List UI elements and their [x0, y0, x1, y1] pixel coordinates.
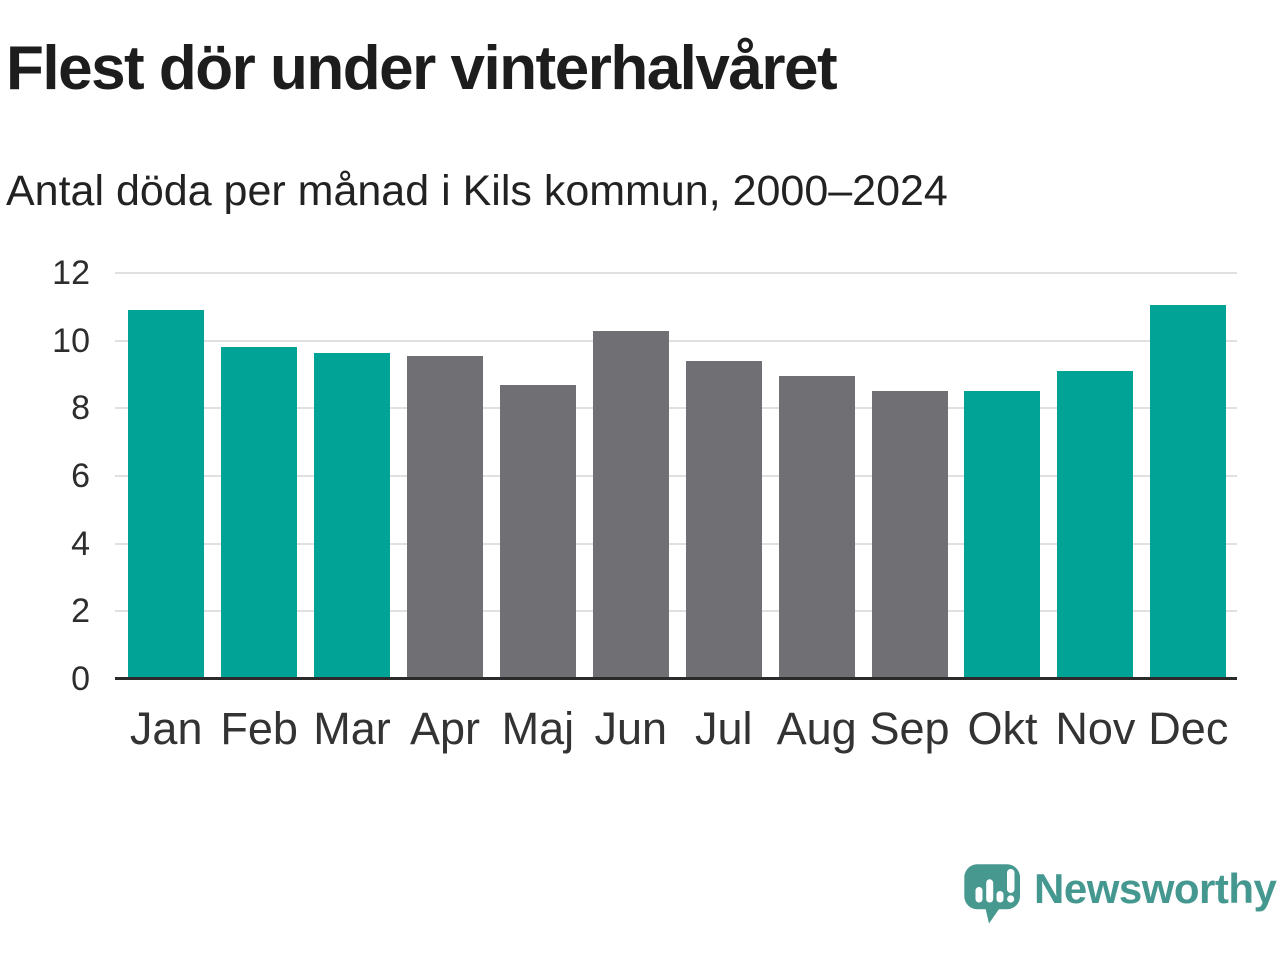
x-tick-label-jun: Jun — [594, 703, 668, 754]
bar-dec — [1150, 305, 1227, 679]
y-tick-label-8: 8 — [71, 389, 90, 428]
x-axis-baseline — [115, 677, 1237, 680]
bar-feb — [221, 347, 298, 679]
bar-mar — [314, 352, 391, 679]
y-tick-label-4: 4 — [71, 524, 90, 563]
chart-title: Flest dör under vinterhalvåret — [6, 34, 838, 103]
x-tick-label-jan: Jan — [129, 703, 203, 754]
bar-jan — [128, 310, 205, 679]
x-tick-label-nov: Nov — [1055, 703, 1136, 754]
bar-jun — [592, 330, 669, 679]
x-tick-label-dec: Dec — [1148, 703, 1229, 754]
newsworthy-logo-icon — [964, 864, 1020, 924]
bar-sep — [871, 391, 948, 679]
bar-apr — [406, 355, 483, 679]
bar-okt — [964, 391, 1041, 679]
gridline-y-2 — [115, 610, 1237, 613]
x-tick-label-okt: Okt — [967, 703, 1038, 754]
y-axis: 0 2 4 6 8 10 12 — [0, 256, 90, 696]
brand-name: Newsworthy — [1034, 865, 1277, 912]
bar-aug — [778, 376, 855, 679]
plot-area — [115, 272, 1237, 680]
x-tick-label-sep: Sep — [869, 703, 950, 754]
x-tick-label-aug: Aug — [776, 703, 857, 754]
y-tick-label-12: 12 — [52, 254, 90, 292]
y-tick-label-2: 2 — [71, 592, 90, 631]
x-tick-label-apr: Apr — [409, 703, 480, 754]
gridline-y-6 — [115, 475, 1237, 477]
bar-jul — [685, 360, 762, 679]
gridline-y-4 — [115, 542, 1237, 545]
bar-nov — [1057, 371, 1134, 679]
y-tick-label-10: 10 — [52, 321, 90, 360]
gridline-y-10 — [115, 339, 1237, 342]
x-tick-label-jul: Jul — [694, 703, 753, 754]
brand-footer: Newsworthy — [962, 856, 1277, 932]
x-axis: Jan Feb Mar Apr Maj Jun Jul Aug Sep Okt Nov Dec — [115, 704, 1237, 754]
x-tick-label-maj: Maj — [501, 703, 575, 754]
gridline-y-12 — [115, 272, 1237, 274]
x-tick-label-feb: Feb — [220, 703, 298, 754]
y-tick-label-6: 6 — [71, 457, 90, 495]
y-tick-label-0: 0 — [71, 660, 90, 698]
bar-maj — [499, 384, 576, 679]
gridline-y-8 — [115, 407, 1237, 410]
x-tick-label-mar: Mar — [313, 703, 391, 754]
chart-subtitle: Antal döda per månad i Kils kommun, 2000… — [6, 167, 948, 215]
